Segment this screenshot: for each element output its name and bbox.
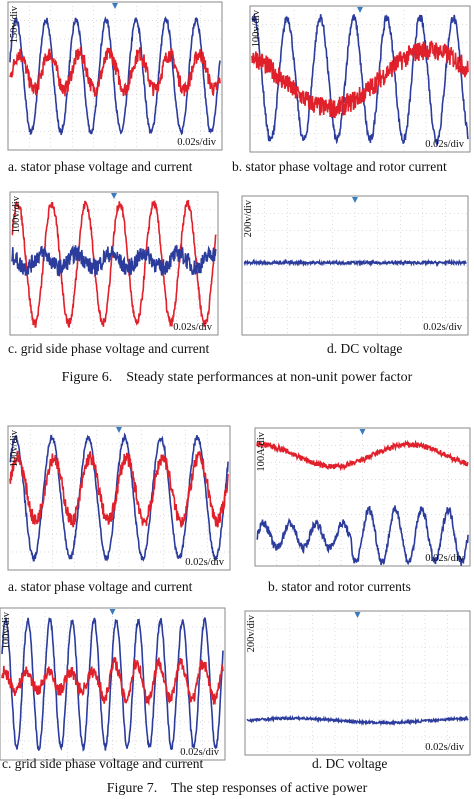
waveform	[9, 47, 221, 97]
trigger-marker	[359, 429, 366, 435]
figure-caption: Figure 6. Steady state performances at n…	[62, 370, 413, 385]
time-label: 0.02s/div	[173, 322, 213, 333]
time-label: 0.02s/div	[425, 742, 465, 753]
time-label: 0.02s/div	[425, 139, 465, 150]
waveform	[256, 505, 469, 566]
scale-label: 100v/div	[9, 429, 20, 467]
panel-caption: d. DC voltage	[312, 756, 387, 771]
scope-panel: 100v/div 0.02s/div	[0, 607, 226, 761]
scope-panel: 100v/div 0.02s/div	[7, 425, 231, 571]
panel-caption: b. stator and rotor currents	[268, 579, 411, 594]
time-label: 0.02s/div	[177, 137, 217, 148]
scale-label: 100A/div	[256, 431, 267, 471]
panel-caption: d. DC voltage	[327, 341, 402, 356]
panel-caption: b. stator phase voltage and rotor curren…	[232, 159, 447, 174]
scope-panel: 100v/div 0.02s/div	[9, 191, 219, 336]
scale-label: 100v/div	[1, 611, 12, 649]
panel-caption: c. grid side phase voltage and current	[2, 756, 204, 771]
figure-caption: Figure 7. The step responses of active p…	[107, 781, 368, 796]
trigger-marker	[357, 7, 363, 13]
waveform	[251, 40, 469, 119]
waveform	[251, 13, 469, 147]
scope-panel: 100A/div 0.02s/div	[254, 427, 471, 567]
trigger-marker	[112, 3, 118, 9]
scope-panel: 200v/div 0.02s/div	[241, 195, 469, 336]
time-label: 0.02s/div	[423, 322, 463, 333]
waveform	[246, 714, 469, 727]
trigger-marker	[111, 193, 117, 199]
waveform	[1, 656, 224, 707]
waveform	[256, 439, 469, 472]
scale-label: 200v/div	[246, 614, 257, 652]
waveform	[1, 617, 224, 752]
waveform	[9, 450, 229, 528]
scale-label: 200v/div	[243, 199, 254, 237]
scope-panel: 200v/div 0.02s/div	[244, 610, 471, 756]
waveform	[243, 258, 467, 268]
trigger-marker	[116, 427, 122, 433]
scope-panel: 100v/div 0.02s/div	[249, 5, 471, 153]
panel-caption: c. grid side phase voltage and current	[8, 341, 210, 356]
scale-label: 100v/div	[251, 9, 262, 47]
scale-label: 150v/div	[9, 5, 20, 43]
panel-caption: a. stator phase voltage and current	[8, 579, 193, 594]
waveform	[9, 432, 229, 562]
scale-label: 100v/div	[11, 195, 22, 233]
time-label: 0.02s/div	[185, 557, 225, 568]
waveform	[11, 199, 217, 328]
time-label: 0.02s/div	[425, 553, 465, 564]
trigger-marker	[109, 609, 116, 615]
waveform	[9, 15, 221, 136]
waveform	[11, 244, 217, 277]
trigger-marker	[354, 612, 361, 618]
time-label: 0.02s/div	[180, 747, 220, 758]
panel-caption: a. stator phase voltage and current	[8, 159, 193, 174]
scope-panel: 150v/div 0.02s/div	[7, 1, 223, 151]
trigger-marker	[352, 197, 358, 203]
